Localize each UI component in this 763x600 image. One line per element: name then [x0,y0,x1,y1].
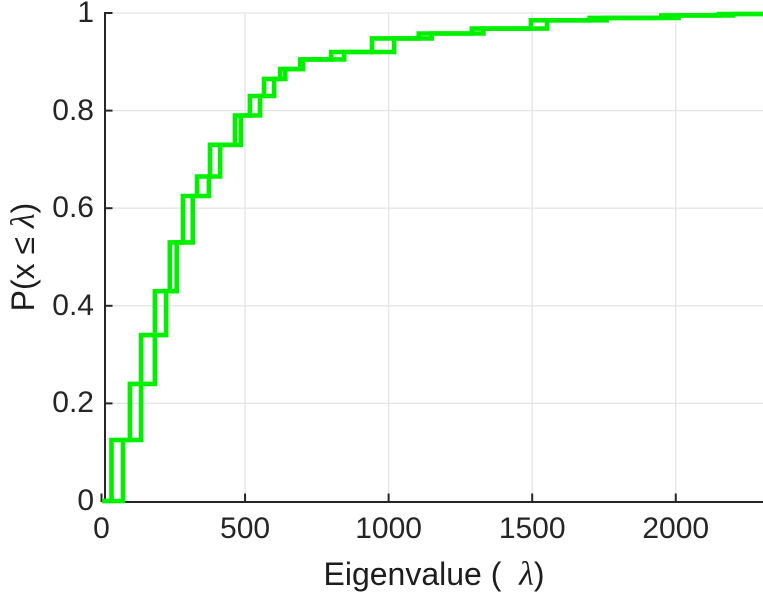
y-axis-title: P(x ≤ λ) [5,203,43,312]
x-tick-label: 0 [93,512,110,545]
x-axis-title-close: ) [533,556,545,592]
y-axis-title-close: ) [5,202,41,214]
y-tick-label: 0.6 [52,191,94,225]
y-axis-title-text: P(x ≤ [5,228,41,312]
x-axis-title: Eigenvalue ( λ) [105,556,763,594]
y-tick-label: 0.4 [52,288,94,322]
ecdf-curve-2 [102,11,763,504]
x-tick-label: 500 [220,512,271,545]
x-tick-label: 1000 [355,512,422,545]
lambda-symbol: λ [5,213,42,228]
lambda-symbol: λ [519,556,534,593]
y-tick-label: 0.8 [52,93,94,127]
y-tick-label: 1 [77,0,94,29]
x-tick-label: 1500 [498,512,566,545]
x-axis-title-text: Eigenvalue ( [323,556,520,592]
ecdf-curve-1 [102,11,763,504]
y-tick-label: 0.2 [52,386,94,420]
x-tick-label: 2000 [642,512,710,545]
y-tick-label: 0 [77,484,94,517]
